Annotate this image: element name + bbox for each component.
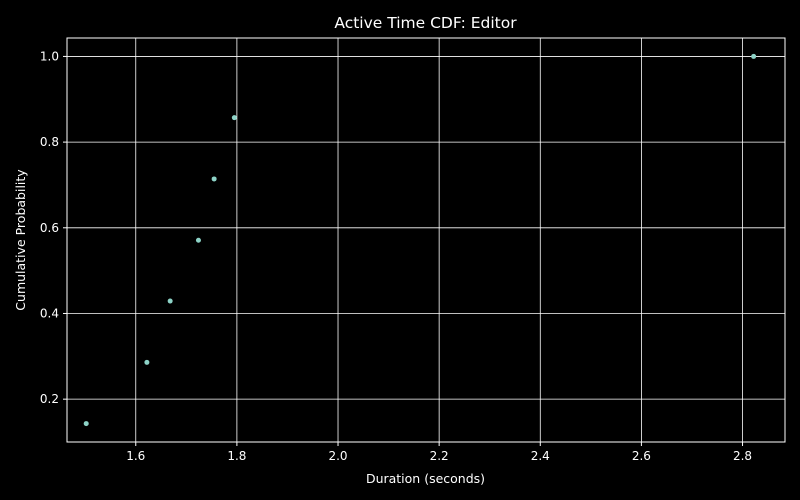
x-tick-label: 2.8 [733,449,752,463]
data-point [167,298,173,304]
data-point [144,359,150,365]
plot-frame [66,37,786,443]
y-tick-label: 0.8 [40,135,59,149]
y-tick-label: 0.4 [40,306,59,320]
x-axis-ticks: 1.6 1.8 2.0 2.2 2.4 2.6 2.8 [126,442,752,463]
y-axis-ticks: 0.2 0.4 0.6 0.8 1.0 [40,49,67,406]
y-tick-label: 0.2 [40,392,59,406]
x-tick-label: 1.8 [227,449,246,463]
data-point [83,421,89,427]
data-point [231,115,237,121]
grid [67,38,785,442]
y-tick-label: 1.0 [40,49,59,63]
data-point [751,53,757,59]
x-tick-label: 2.4 [531,449,550,463]
chart-title: Active Time CDF: Editor [334,14,517,32]
x-tick-label: 2.6 [632,449,651,463]
x-tick-label: 2.2 [430,449,449,463]
data-point [195,237,201,243]
x-tick-label: 2.0 [328,449,347,463]
data-points [83,53,757,427]
y-axis-title: Cumulative Probability [13,169,28,311]
x-tick-label: 1.6 [126,449,145,463]
y-tick-label: 0.6 [40,221,59,235]
data-point [211,176,217,182]
x-axis-title: Duration (seconds) [366,471,485,486]
